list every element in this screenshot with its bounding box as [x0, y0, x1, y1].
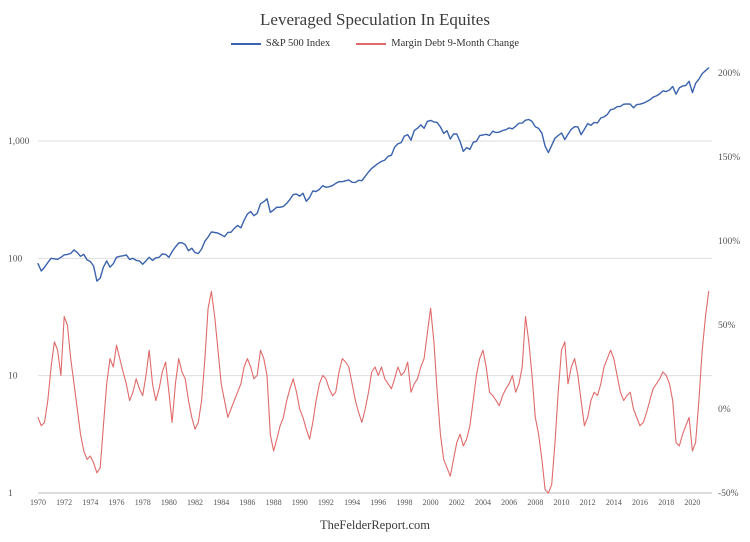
svg-text:100: 100	[8, 254, 23, 264]
legend-item-margin-debt: Margin Debt 9-Month Change	[356, 38, 519, 49]
svg-text:2006: 2006	[501, 498, 517, 507]
svg-text:200%: 200%	[718, 69, 740, 79]
svg-text:1: 1	[8, 489, 13, 499]
svg-text:1984: 1984	[213, 498, 229, 507]
svg-text:2000: 2000	[423, 498, 439, 507]
svg-text:10: 10	[8, 372, 18, 382]
svg-text:1980: 1980	[161, 498, 177, 507]
svg-text:50%: 50%	[718, 321, 736, 331]
svg-text:150%: 150%	[718, 153, 740, 163]
svg-text:2018: 2018	[658, 498, 674, 507]
svg-text:1982: 1982	[187, 498, 203, 507]
svg-text:1996: 1996	[370, 498, 386, 507]
legend-label-margin-debt: Margin Debt 9-Month Change	[391, 38, 520, 49]
svg-text:2010: 2010	[553, 498, 569, 507]
svg-text:2008: 2008	[527, 498, 543, 507]
svg-text:1978: 1978	[135, 498, 151, 507]
svg-text:2016: 2016	[632, 498, 648, 507]
svg-text:1,000: 1,000	[8, 137, 30, 147]
chart-title: Leveraged Speculation In Equites	[260, 10, 490, 29]
svg-text:-50%: -50%	[718, 489, 739, 499]
svg-text:1988: 1988	[266, 498, 282, 507]
svg-text:1974: 1974	[82, 498, 98, 507]
svg-text:1972: 1972	[56, 498, 72, 507]
svg-text:2014: 2014	[606, 498, 622, 507]
svg-text:2004: 2004	[475, 498, 491, 507]
svg-text:0%: 0%	[718, 405, 731, 415]
svg-text:2020: 2020	[684, 498, 700, 507]
svg-text:1970: 1970	[30, 498, 46, 507]
margin-debt-line-swatch	[356, 42, 387, 45]
legend-item-sp500: S&P 500 Index	[230, 38, 331, 49]
source-caption: TheFelderReport.com	[319, 518, 431, 532]
svg-text:1992: 1992	[318, 498, 334, 507]
svg-text:1994: 1994	[344, 498, 360, 507]
svg-text:2012: 2012	[580, 498, 596, 507]
legend: S&P 500 Index Margin Debt 9-Month Change	[0, 38, 750, 49]
sp500-line-swatch	[230, 42, 261, 45]
svg-text:1990: 1990	[292, 498, 308, 507]
svg-text:2002: 2002	[449, 498, 465, 507]
svg-text:100%: 100%	[718, 237, 740, 247]
svg-text:1976: 1976	[109, 498, 125, 507]
svg-text:1986: 1986	[239, 498, 255, 507]
legend-label-sp500: S&P 500 Index	[265, 38, 331, 49]
svg-text:1998: 1998	[396, 498, 412, 507]
